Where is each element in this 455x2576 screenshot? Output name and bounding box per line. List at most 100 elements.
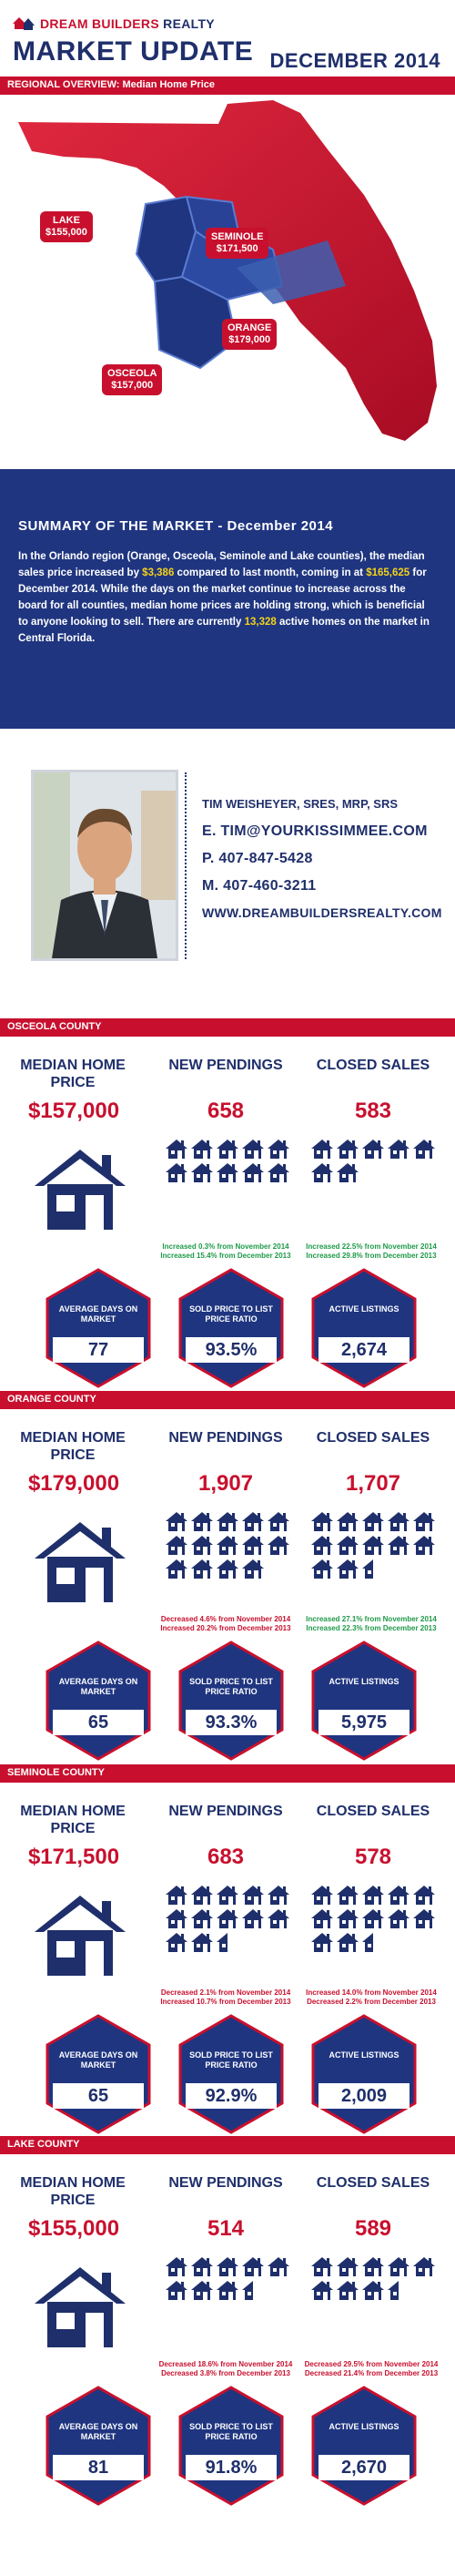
house-icon	[311, 2256, 333, 2276]
active-listings-value: 2,009	[318, 2083, 410, 2109]
median-price-value: $155,000	[27, 2216, 120, 2241]
active-listings-label: ACTIVE LISTINGS	[329, 1304, 399, 1314]
county-bar: LAKE COUNTY	[0, 2136, 455, 2154]
closed-change-line: Decreased 2.2% from December 2013	[307, 1998, 436, 2006]
summary-highlight-active: 13,328	[244, 617, 277, 628]
house-icon	[413, 1908, 435, 1928]
pendings-change-line: Increased 0.3% from November 2014	[162, 1242, 289, 1251]
agent-mobile[interactable]: M. 407-460-3211	[202, 878, 317, 894]
agent-photo	[31, 770, 178, 961]
house-icon	[242, 1139, 264, 1159]
house-icon	[388, 2256, 410, 2276]
house-icon	[191, 1559, 213, 1579]
house-icon	[311, 1162, 333, 1182]
pendings-change-line: Decreased 2.1% from November 2014	[160, 1988, 291, 1997]
pendings-house-grid	[166, 1885, 293, 1952]
pendings-change-note: Increased 0.3% from November 2014 Increa…	[144, 1242, 308, 1261]
active-listings-label: ACTIVE LISTINGS	[329, 2422, 399, 2431]
house-icon	[362, 1511, 384, 1531]
house-icon	[337, 1139, 359, 1159]
house-icon	[217, 1559, 238, 1579]
pendings-change-line: Increased 15.4% from December 2013	[160, 1252, 291, 1260]
house-icon	[242, 1885, 264, 1905]
house-icon	[166, 1908, 187, 1928]
new-pendings-title: NEW PENDINGS	[168, 2175, 283, 2191]
state-shape	[18, 100, 437, 441]
house-icon	[337, 1885, 359, 1905]
house-icon	[362, 2256, 384, 2276]
house-icon	[311, 2280, 333, 2300]
florida-map-graphic	[18, 100, 437, 441]
house-icon	[242, 2280, 264, 2300]
median-price-value: $157,000	[27, 1099, 120, 1123]
agent-portrait-graphic	[34, 772, 176, 958]
house-icon	[268, 1908, 289, 1928]
florida-map: LAKE $155,000 SEMINOLE $171,500 ORANGE $…	[0, 95, 455, 450]
house-icon	[337, 1162, 359, 1182]
brand-name: DREAM BUILDERS REALTY	[40, 16, 215, 31]
county-section: OSCEOLA COUNTY MEDIAN HOME PRICE NEW PEN…	[0, 1018, 455, 1410]
report-month: DECEMBER 2014	[269, 49, 440, 72]
closed-change-line: Increased 27.1% from November 2014	[306, 1615, 437, 1623]
days-on-market-label: AVERAGE DAYS ON MARKET	[58, 2422, 138, 2441]
new-pendings-value: 1,907	[197, 1471, 254, 1496]
summary-highlight-median: $165,625	[366, 567, 410, 578]
house-icon	[413, 1511, 435, 1531]
house-icon	[166, 1932, 187, 1952]
closed-sales-value: 1,707	[345, 1471, 401, 1496]
house-icon	[217, 2280, 238, 2300]
map-seminole-price: $171,500	[216, 243, 258, 254]
agent-website-link[interactable]: WWW.DREAMBUILDERSREALTY.COM	[202, 905, 442, 920]
house-icon	[191, 1908, 213, 1928]
summary-text-3: for December 2014. While the days on the…	[18, 567, 427, 628]
active-listings-label: ACTIVE LISTINGS	[329, 2050, 399, 2060]
house-icon	[311, 1908, 333, 1928]
agent-phone[interactable]: P. 407-847-5428	[202, 851, 313, 866]
map-label-lake: LAKE $155,000	[40, 211, 93, 242]
map-orange-name: ORANGE	[228, 322, 272, 333]
closed-sales-title: CLOSED SALES	[316, 1058, 430, 1073]
closed-change-note: Decreased 29.5% from November 2014 Decre…	[289, 2360, 453, 2378]
house-icon	[413, 1535, 435, 1555]
pendings-house-grid	[166, 1511, 293, 1579]
summary-text-2: compared to last month, coming in at	[174, 567, 367, 578]
map-label-orange: ORANGE $179,000	[222, 319, 278, 350]
house-icon	[311, 1932, 333, 1952]
days-on-market-label: AVERAGE DAYS ON MARKET	[58, 1304, 138, 1324]
house-icon	[268, 2256, 289, 2276]
pendings-change-line: Increased 10.7% from December 2013	[160, 1998, 291, 2006]
closed-sales-value: 583	[354, 1099, 392, 1123]
map-osceola-name: OSCEOLA	[107, 368, 157, 379]
price-ratio-label: SOLD PRICE TO LIST PRICE RATIO	[189, 2422, 273, 2441]
house-icon	[191, 1139, 213, 1159]
county-bar-label: OSCEOLA COUNTY	[7, 1021, 102, 1032]
house-icon	[35, 1150, 126, 1230]
closed-change-line: Decreased 21.4% from December 2013	[304, 2369, 439, 2377]
active-listings-hexagon: ACTIVE LISTINGS 2,670	[311, 2386, 417, 2506]
house-icon	[166, 1559, 187, 1579]
median-price-value: $179,000	[27, 1471, 120, 1496]
summary-text-1: In the Orlando region (Orange, Osceola, …	[18, 551, 425, 578]
agent-email[interactable]: E. TIM@YOURKISSIMMEE.COM	[202, 823, 428, 839]
map-lake-price: $155,000	[46, 227, 87, 238]
pendings-change-line: Increased 20.2% from December 2013	[160, 1624, 291, 1632]
active-listings-label: ACTIVE LISTINGS	[329, 1677, 399, 1686]
county-section: ORANGE COUNTY MEDIAN HOME PRICE NEW PEND…	[0, 1391, 455, 1783]
closed-sales-title: CLOSED SALES	[316, 1804, 430, 1819]
county-section: LAKE COUNTY MEDIAN HOME PRICE NEW PENDIN…	[0, 2136, 455, 2528]
house-icon	[362, 1885, 384, 1905]
house-icon	[388, 1139, 410, 1159]
closed-change-line: Increased 14.0% from November 2014	[306, 1988, 437, 1997]
county-bar-label: SEMINOLE COUNTY	[7, 1767, 105, 1778]
county-bar: SEMINOLE COUNTY	[0, 1764, 455, 1783]
market-summary: SUMMARY OF THE MARKET - December 2014 In…	[0, 469, 455, 729]
brand-part-b: REALTY	[158, 16, 215, 31]
regional-bar-label: REGIONAL OVERVIEW: Median Home Price	[7, 79, 215, 90]
active-listings-hexagon: ACTIVE LISTINGS 2,009	[311, 2014, 417, 2134]
days-on-market-label: AVERAGE DAYS ON MARKET	[58, 2050, 138, 2070]
closed-change-note: Increased 14.0% from November 2014 Decre…	[289, 1988, 453, 2007]
house-icon	[166, 1535, 187, 1555]
house-icon	[388, 1908, 410, 1928]
house-icon	[191, 2256, 213, 2276]
pendings-house-grid	[166, 1139, 293, 1182]
